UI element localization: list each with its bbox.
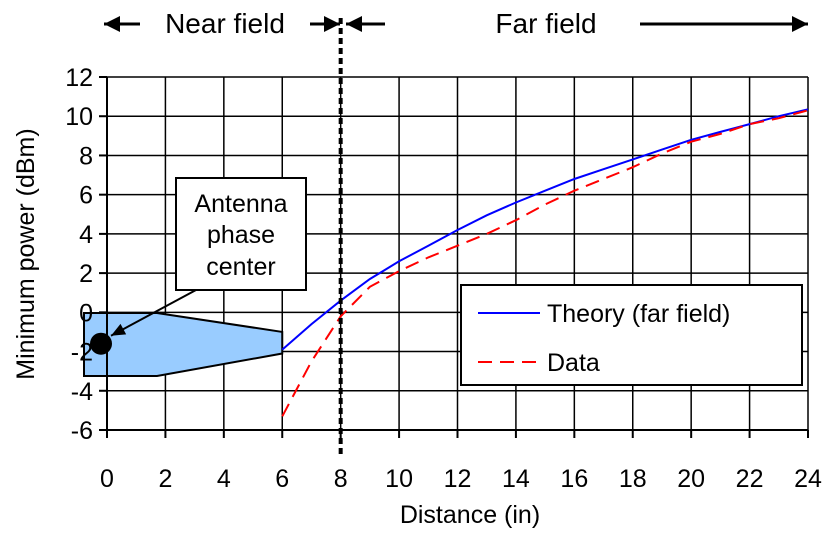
series-line-data [281, 109, 809, 417]
x-tick-label-2: 2 [158, 465, 172, 493]
y-tick-label--4: -4 [71, 378, 93, 406]
x-tick-label-4: 4 [217, 465, 231, 493]
annotation-arrow [110, 289, 197, 337]
legend-label-theory: Theory (far field) [547, 300, 730, 328]
series-layer [281, 108, 809, 417]
x-tick-label-22: 22 [736, 465, 764, 493]
x-tick-label-12: 12 [444, 465, 472, 493]
y-tick-label-12: 12 [65, 64, 93, 92]
annotation-line-3: center [206, 253, 275, 281]
x-tick-label-6: 6 [275, 465, 289, 493]
series-line-theory [281, 108, 809, 351]
y-tick-label-0: 0 [79, 299, 93, 327]
y-tick-label--2: -2 [71, 339, 93, 367]
region-label-near-field: Near field [165, 8, 285, 39]
y-tick-label--6: -6 [71, 417, 93, 445]
region-labels: Near field Far field [165, 8, 597, 39]
legend [460, 284, 803, 386]
x-tick-label-0: 0 [100, 465, 114, 493]
y-tick-label-6: 6 [79, 182, 93, 210]
x-tick-label-24: 24 [794, 465, 822, 493]
region-arrows [104, 16, 808, 32]
legend-label-data: Data [547, 349, 600, 377]
x-tick-label-20: 20 [677, 465, 705, 493]
near-field-left-arrow-head [104, 16, 120, 32]
axes [99, 76, 809, 438]
annotation-arrowhead [111, 323, 127, 336]
near-field-right-arrow-head [324, 16, 340, 32]
region-label-far-field: Far field [495, 8, 596, 39]
annotation-line-1: Antenna [194, 190, 287, 218]
x-tick-label-8: 8 [334, 465, 348, 493]
y-tick-label-10: 10 [65, 103, 93, 131]
x-tick-label-14: 14 [502, 465, 530, 493]
y-tick-label-4: 4 [79, 221, 93, 249]
far-field-right-arrow-head [792, 16, 808, 32]
y-tick-label-2: 2 [79, 260, 93, 288]
antenna-shape [83, 312, 284, 377]
annotation-line-2: phase [207, 221, 275, 249]
x-tick-label-16: 16 [560, 465, 588, 493]
x-tick-label-10: 10 [385, 465, 413, 493]
x-axis-title: Distance (in) [400, 501, 540, 529]
y-axis-title: Minimum power (dBm) [12, 128, 40, 379]
x-tick-label-18: 18 [619, 465, 647, 493]
annotation-box [175, 177, 307, 291]
far-field-left-arrow-head [346, 16, 362, 32]
y-tick-label-8: 8 [79, 142, 93, 170]
